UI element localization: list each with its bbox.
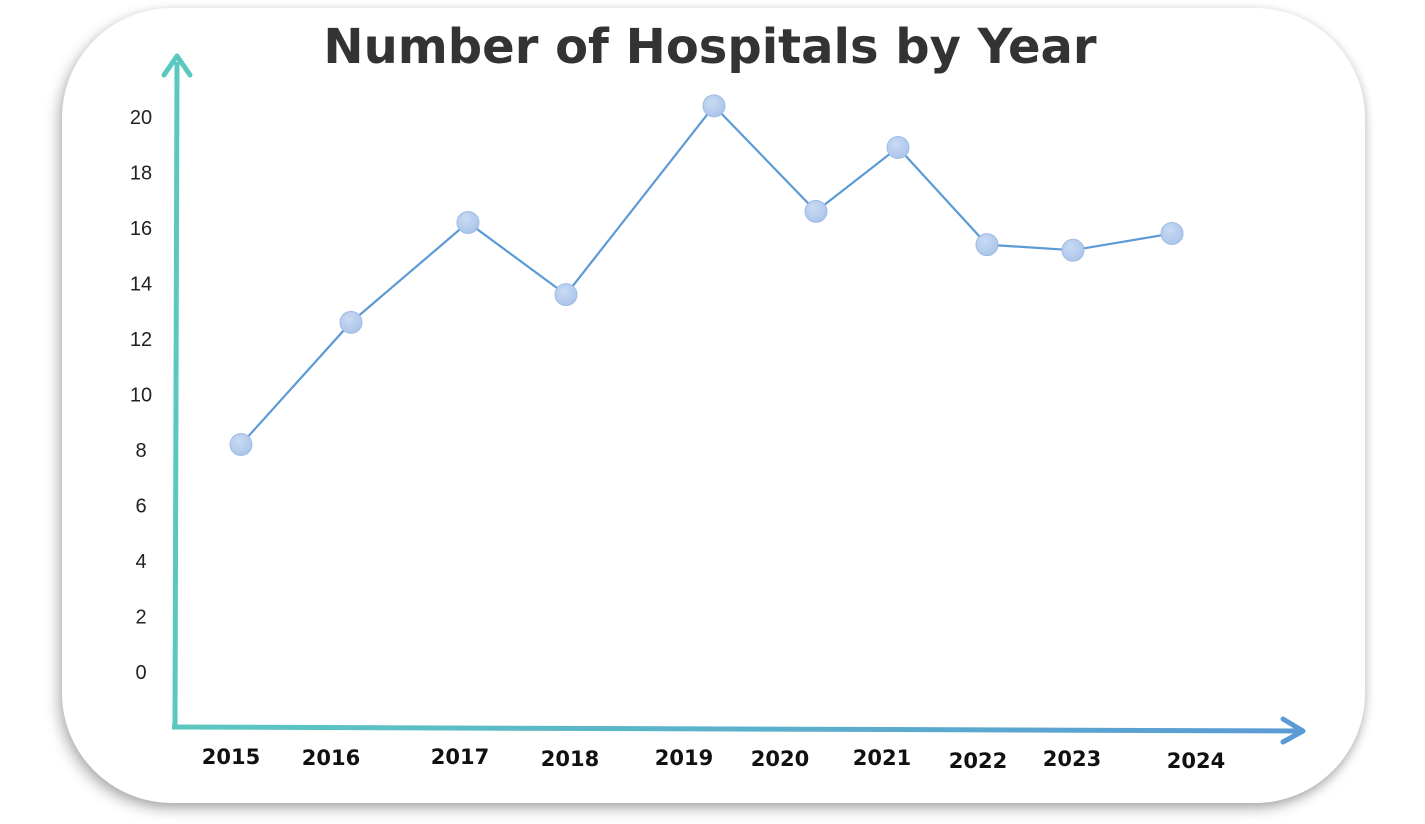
y-tick-label: 8 — [135, 440, 146, 462]
x-tick-label: 2016 — [302, 746, 360, 770]
x-tick-label: 2022 — [949, 749, 1007, 773]
x-tick-label: 2024 — [1167, 749, 1225, 773]
data-point-2023 — [1061, 238, 1085, 262]
x-tick-label: 2019 — [655, 746, 713, 770]
x-tick-label: 2017 — [431, 745, 489, 769]
y-tick-label: 2 — [135, 607, 146, 629]
series — [229, 94, 1184, 456]
series-line — [240, 104, 1173, 446]
data-point-2018 — [554, 283, 578, 307]
x-tick-labels: 2015 2016 2017 2018 2019 2020 2021 2022 2023 2024 — [202, 745, 1225, 773]
y-tick-labels: 0 2 4 6 8 10 12 14 16 18 20 — [130, 107, 152, 684]
data-point-2021 — [886, 136, 910, 160]
x-tick-label: 2018 — [541, 747, 599, 771]
y-tick-label: 10 — [130, 385, 152, 407]
y-tick-label: 6 — [135, 496, 146, 518]
x-axis-arrowhead — [1280, 716, 1306, 745]
y-tick-label: 12 — [130, 329, 152, 351]
x-tick-label: 2015 — [202, 745, 260, 769]
data-point-2024 — [1160, 222, 1184, 246]
chart-title: Number of Hospitals by Year — [323, 19, 1096, 75]
y-tick-label: 20 — [130, 107, 152, 129]
data-point-2022 — [975, 233, 999, 257]
data-point-2016 — [339, 310, 363, 334]
y-tick-label: 16 — [130, 218, 152, 240]
y-tick-label: 4 — [135, 551, 146, 573]
y-axis-arrowhead — [161, 53, 193, 78]
data-point-2015 — [229, 432, 253, 456]
data-point-2019 — [702, 94, 726, 118]
chart-card — [62, 8, 1365, 803]
y-tick-label: 14 — [130, 274, 152, 296]
x-tick-label: 2020 — [751, 747, 809, 771]
y-tick-label: 18 — [130, 163, 152, 185]
data-point-2017 — [456, 210, 480, 234]
x-tick-label: 2023 — [1043, 747, 1101, 771]
y-tick-label: 0 — [135, 662, 146, 684]
x-tick-label: 2021 — [853, 746, 911, 770]
x-axis — [171, 724, 1299, 734]
y-axis — [172, 61, 180, 729]
data-point-2020 — [804, 199, 828, 223]
